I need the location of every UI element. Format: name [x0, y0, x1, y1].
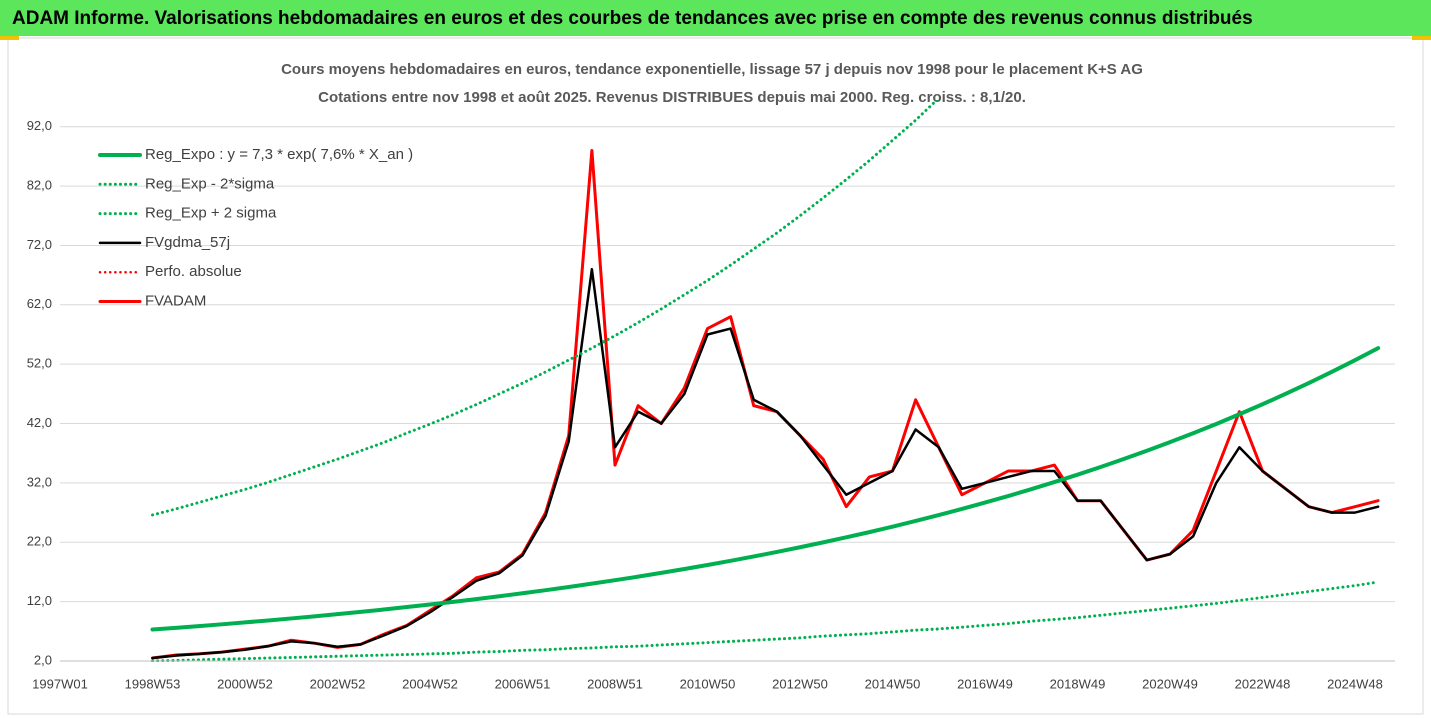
x-tick-label: 2010W50: [680, 676, 736, 691]
series-line: [151, 580, 1380, 662]
series-line: [151, 100, 940, 517]
corner-accent: [1412, 36, 1431, 40]
x-tick-label: 2000W52: [217, 676, 273, 691]
x-tick-label: 2006W51: [495, 676, 551, 691]
legend-label: Perfo. absolue: [145, 263, 242, 280]
x-tick-label: 1997W01: [32, 676, 88, 691]
chart-frame: [7, 37, 1424, 715]
chart-subtitle: Cours moyens hebdomadaires en euros, ten…: [281, 61, 1143, 78]
y-tick-label: 72,0: [27, 237, 52, 252]
y-tick-label: 42,0: [27, 415, 52, 430]
legend-label: Reg_Expo : y = 7,3 * exp( 7,6% * X_an ): [145, 146, 413, 163]
y-tick-label: 22,0: [27, 534, 52, 549]
chart-subtitle: Cotations entre nov 1998 et août 2025. R…: [318, 89, 1026, 106]
x-tick-label: 2022W48: [1235, 676, 1291, 691]
x-tick-label: 2014W50: [865, 676, 921, 691]
legend-label: FVADAM: [145, 292, 206, 309]
series-line: [151, 149, 1380, 660]
x-tick-label: 2020W49: [1142, 676, 1198, 691]
x-tick-label: 2012W50: [772, 676, 828, 691]
x-tick-label: 1998W53: [125, 676, 181, 691]
x-tick-label: 2018W49: [1050, 676, 1106, 691]
chart-title: ADAM Informe. Valorisations hebdomadaire…: [12, 8, 1253, 29]
axes: 2,0 12,0 22,0 32,0 42,0 52,0 62,0 72,0 82,0 92,0 1…: [27, 118, 1395, 691]
y-tick-label: 32,0: [27, 474, 52, 489]
y-tick-label: 92,0: [27, 118, 52, 133]
x-tick-label: 2004W52: [402, 676, 458, 691]
y-tick-label: 2,0: [34, 652, 52, 667]
x-tick-label: 2024W48: [1327, 676, 1383, 691]
legend: Reg_Expo : y = 7,3 * exp( 7,6% * X_an ) R…: [98, 146, 413, 309]
legend-label: Reg_Exp - 2*sigma: [145, 175, 275, 192]
corner-accent: [0, 36, 19, 40]
x-tick-label: 2002W52: [310, 676, 366, 691]
series-line: [150, 346, 1381, 632]
x-tick-label: 2008W51: [587, 676, 643, 691]
plot-area: [150, 100, 1381, 662]
grid: [60, 126, 1395, 662]
title-banner: [0, 0, 1431, 36]
series-line: [151, 267, 1380, 660]
legend-label: Reg_Exp + 2 sigma: [145, 205, 277, 222]
legend-label: FVgdma_57j: [145, 234, 230, 251]
y-tick-label: 52,0: [27, 356, 52, 371]
series-line: [151, 148, 1380, 660]
y-tick-label: 12,0: [27, 593, 52, 608]
y-tick-label: 82,0: [27, 178, 52, 193]
y-tick-label: 62,0: [27, 296, 52, 311]
x-tick-label: 2016W49: [957, 676, 1013, 691]
